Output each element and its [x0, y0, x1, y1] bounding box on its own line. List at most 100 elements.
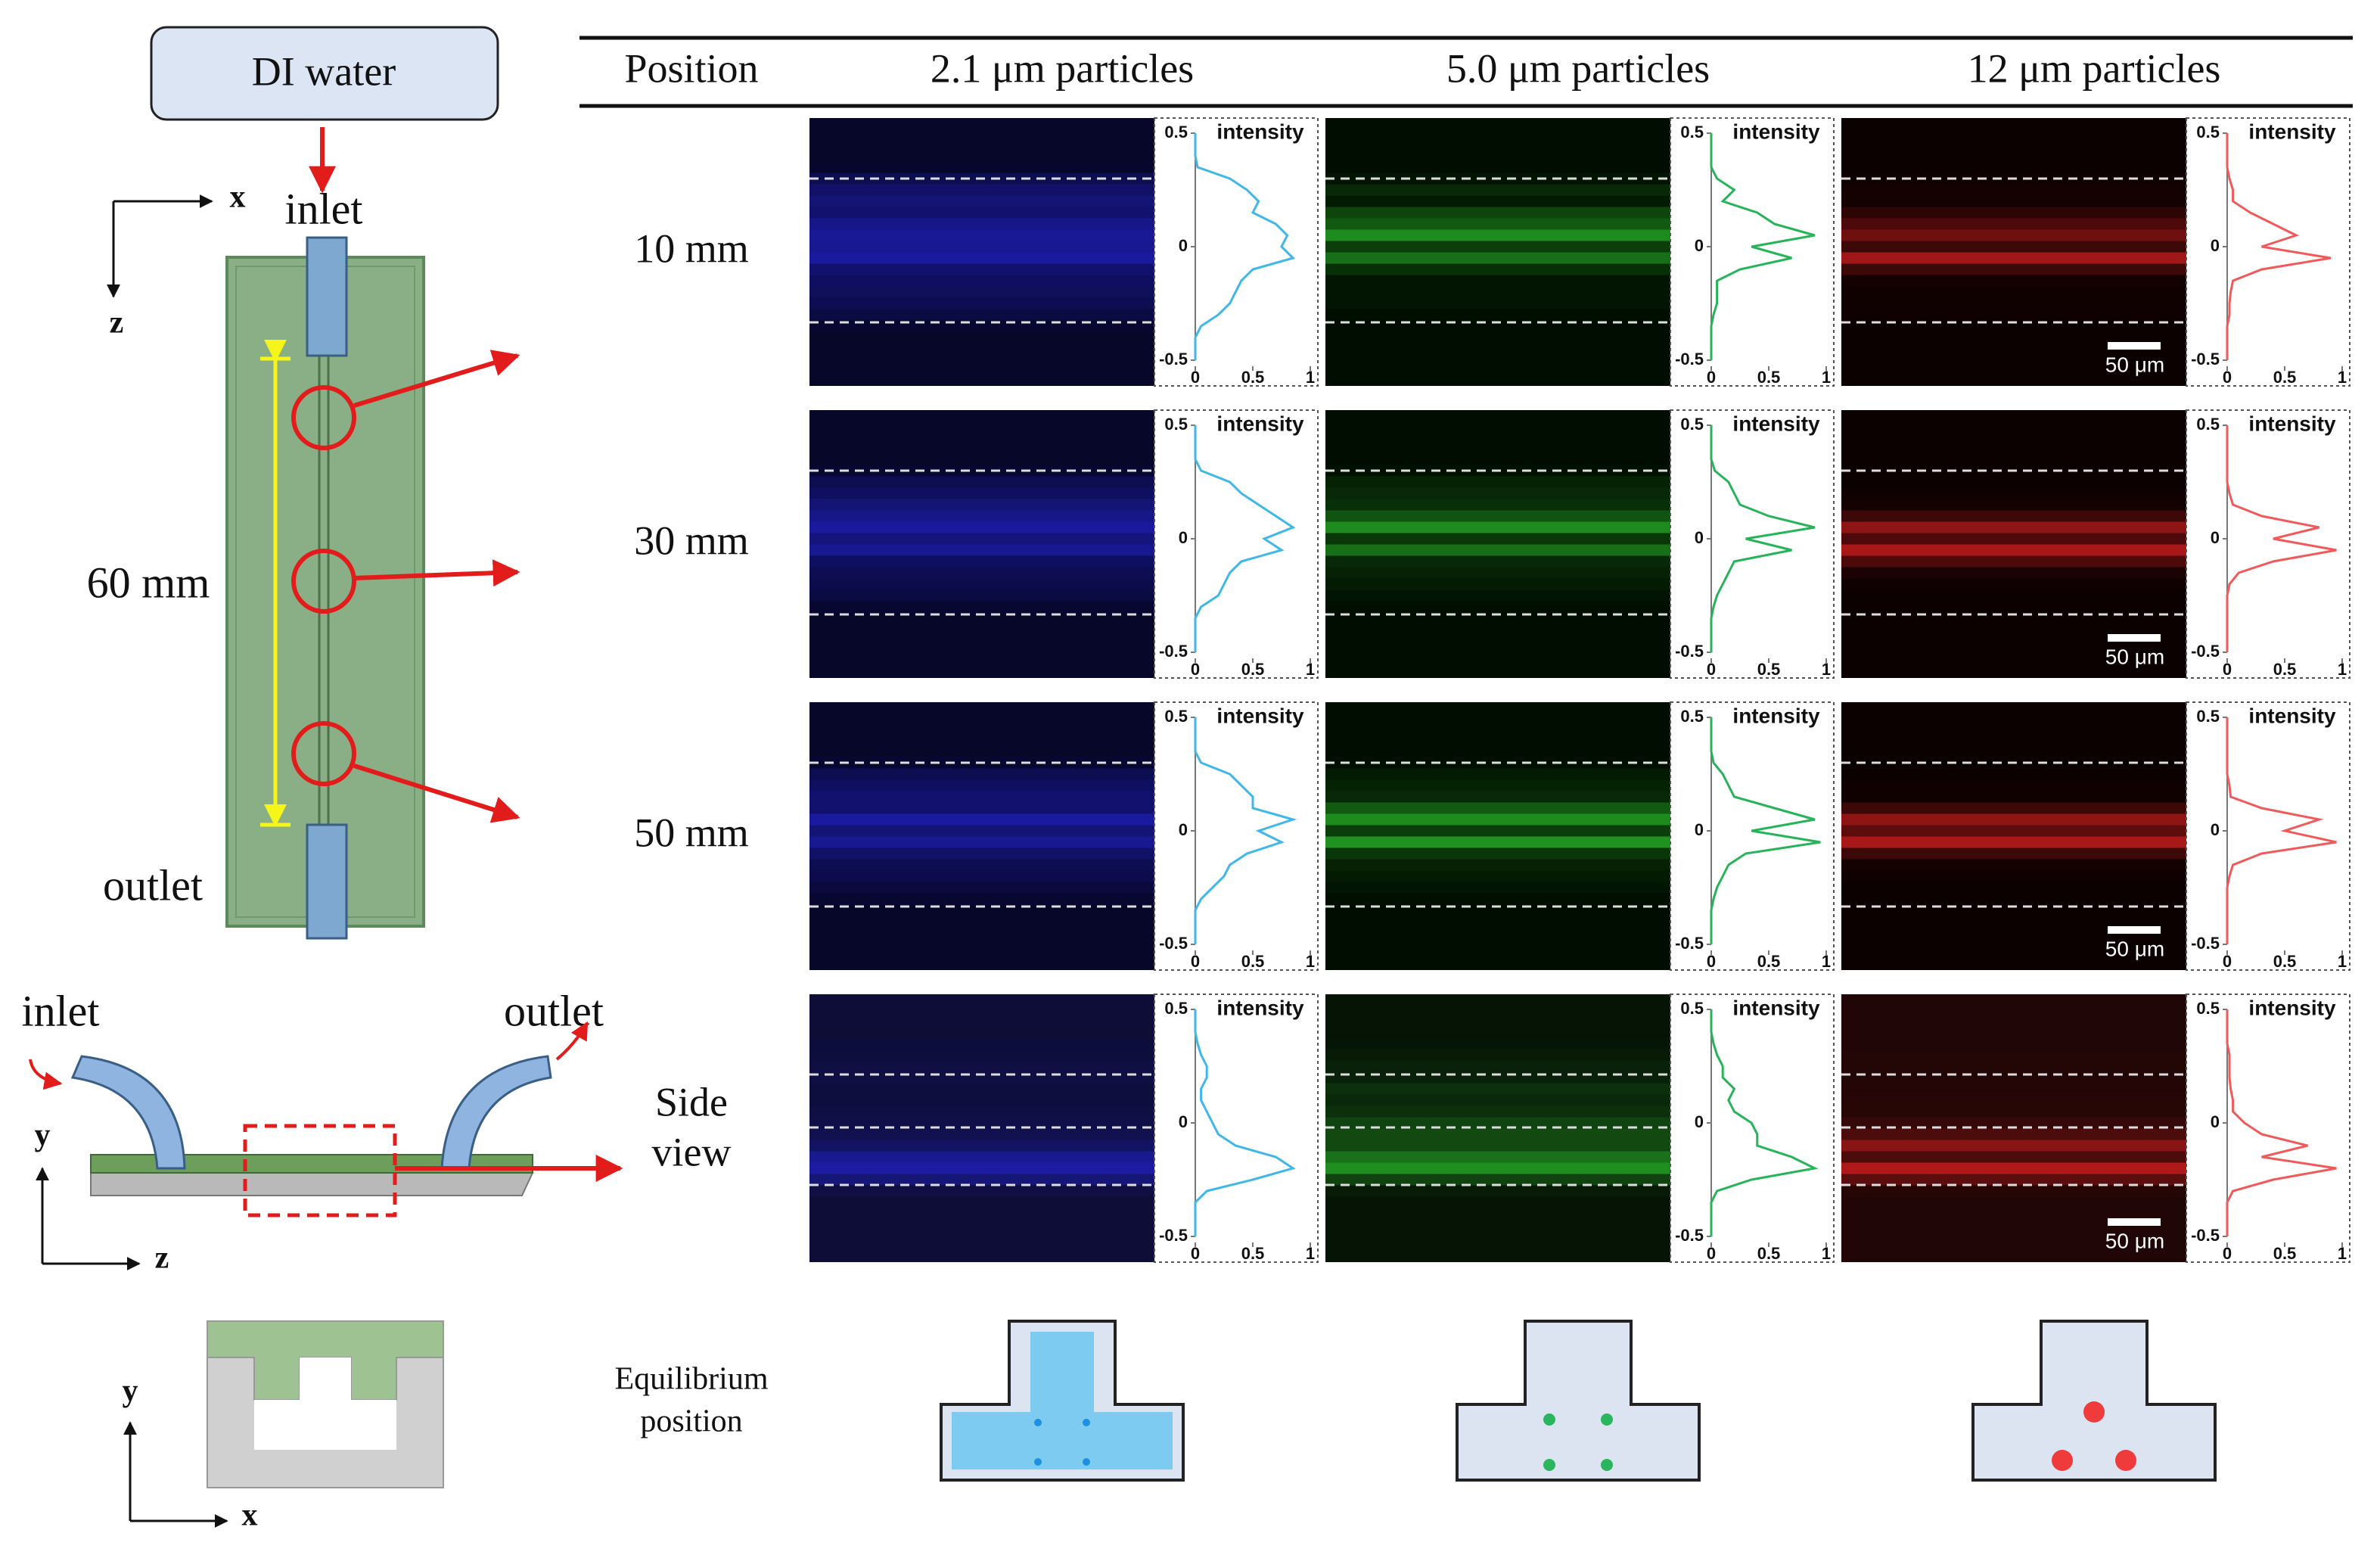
scale-bar [2108, 342, 2161, 350]
y-tick-label: 0 [1695, 236, 1704, 255]
fluorescence-band [1841, 1084, 2186, 1095]
y-tick-label: 0.5 [1164, 415, 1188, 434]
y-tick-label: 0.5 [2196, 707, 2220, 726]
fluorescence-band [1841, 1174, 2186, 1186]
fluorescence-band [809, 1106, 1154, 1118]
fluorescence-band [1325, 1027, 1670, 1038]
x-tick-label: 0 [2223, 660, 2232, 679]
fluorescence-band [1325, 1208, 1670, 1220]
particle [1601, 1459, 1613, 1471]
micrograph [1325, 702, 1670, 970]
fluorescence-band [1841, 185, 2186, 196]
fluorescence-band [1841, 723, 2186, 735]
fluorescence-band [1841, 555, 2186, 568]
source-label: DI water [252, 48, 396, 94]
column-header: Position [624, 45, 758, 91]
scale-bar [2108, 1218, 2161, 1226]
y-tick-label: -0.5 [1675, 350, 1704, 369]
fluorescence [1325, 723, 1670, 939]
fluorescence-band [1325, 241, 1670, 253]
outlet-port [306, 823, 348, 940]
micrograph [1841, 410, 2186, 678]
fluorescence-band [1325, 602, 1670, 613]
fluorescence [1325, 1015, 1670, 1231]
fluorescence-band [1325, 1015, 1670, 1027]
fluorescence [1841, 723, 2186, 894]
fluorescence-band [1325, 1151, 1670, 1163]
side-view: inlet outlet Side view y z [21, 986, 731, 1275]
fluorescence-band [1841, 1095, 2186, 1106]
fluorescence-band [1325, 802, 1670, 814]
y-tick-label: 0 [2211, 236, 2220, 255]
plot-label: intensity [1216, 996, 1304, 1019]
fluorescence-band [809, 928, 1154, 939]
plot-frame [1670, 409, 1835, 679]
fluorescence-band [1325, 555, 1670, 568]
fluorescence [1325, 162, 1670, 366]
particle [2115, 1450, 2136, 1471]
y-tick-label: -0.5 [1675, 642, 1704, 661]
zoom-box [243, 1124, 397, 1217]
x-tick-label: 0 [1191, 1244, 1200, 1263]
scale-label: 50 μm [2105, 353, 2164, 376]
x-tick-label: 1 [1822, 1244, 1831, 1263]
fluorescence-band [1325, 218, 1670, 230]
fluorescence-band [1325, 1220, 1670, 1231]
fluorescence-band [809, 1151, 1154, 1163]
fluorescence-band [1325, 533, 1670, 545]
fluorescence-band [1841, 1061, 2186, 1072]
axis-label: z [155, 1241, 169, 1276]
fluorescence-band [1325, 916, 1670, 928]
fluorescence-band [809, 1027, 1154, 1038]
fluorescence-band [1325, 928, 1670, 939]
fluorescence-band [1325, 184, 1670, 196]
x-tick-label: 1 [2338, 368, 2347, 387]
y-tick-label: 0 [1695, 1112, 1704, 1131]
micrograph [809, 410, 1154, 678]
fluorescence-band [809, 1015, 1154, 1027]
fluorescence-band [1841, 287, 2186, 298]
fluorescence-band [809, 1117, 1154, 1129]
fluorescence-band [809, 1185, 1154, 1197]
scale-bar [2108, 634, 2161, 642]
fluorescence-band [1325, 647, 1670, 658]
fluorescence-band [809, 589, 1154, 602]
fluorescence-band [1325, 779, 1670, 791]
fluorescence-band [1325, 1060, 1670, 1072]
intensity-profile [1710, 133, 1816, 360]
intensity-profile [2226, 717, 2337, 944]
fluorescence-band [809, 647, 1154, 658]
fluorescence-band [809, 791, 1154, 803]
fluorescence-band [1325, 298, 1670, 309]
x-tick-label: 0 [2223, 1244, 2232, 1263]
fluorescence-band [809, 813, 1154, 826]
fluorescence-band [1325, 287, 1670, 298]
fluorescence-band [1841, 263, 2186, 275]
plot-label: intensity [1732, 412, 1820, 435]
x-tick-label: 1 [1822, 368, 1831, 387]
fluorescence-band [1841, 825, 2186, 837]
fluorescence [809, 173, 1154, 321]
x-tick-label: 1 [1306, 368, 1315, 387]
column-header: 12 μm particles [1968, 45, 2221, 91]
fluorescence-band [1841, 521, 2186, 533]
equilibrium-schematics [940, 1320, 2217, 1482]
fluorescence-band [1841, 151, 2186, 162]
probe-circle [291, 721, 356, 786]
fluorescence-band [1325, 723, 1670, 735]
x-tick-label: 0.5 [2273, 660, 2297, 679]
x-tick-label: 0 [1191, 368, 1200, 387]
fluorescence-band [1325, 768, 1670, 780]
x-tick-label: 1 [2338, 1244, 2347, 1263]
y-tick-label: -0.5 [2191, 1226, 2220, 1245]
fluorescence-band [1325, 162, 1670, 173]
fluorescence-band [809, 802, 1154, 814]
y-tick-label: -0.5 [1675, 934, 1704, 953]
fluorescence-band [1325, 476, 1670, 488]
fluorescence-band [1325, 870, 1670, 882]
fluorescence-band [1325, 355, 1670, 366]
fluorescence-band [809, 1208, 1154, 1220]
fluorescence-band [1325, 1197, 1670, 1208]
fluorescence-band [1841, 882, 2186, 894]
fluorescence-band [1325, 882, 1670, 894]
